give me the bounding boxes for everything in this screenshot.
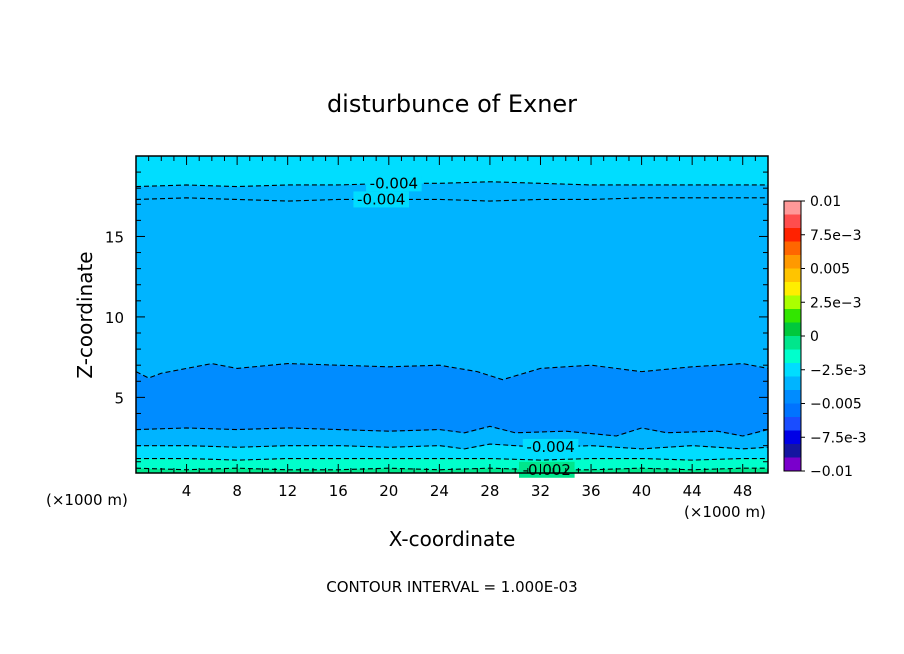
x-tick-label: 8 (232, 482, 242, 500)
contour-label-1: -0.004 (357, 190, 405, 208)
contour-label-6: -0.002 (523, 461, 571, 479)
y-tick-label: 15 (105, 228, 124, 246)
colorbar-swatch (784, 430, 801, 444)
colorbar-swatch (784, 336, 801, 350)
contour-fills (136, 156, 768, 473)
colorbar-tick-label: 0.01 (810, 194, 841, 210)
colorbar-swatch (784, 444, 801, 458)
x-tick-label: 40 (632, 482, 651, 500)
x-tick-label: 28 (480, 482, 499, 500)
x-tick-label: 48 (733, 482, 752, 500)
x-tick-label: 20 (379, 482, 398, 500)
colorbar-tick-label: −2.5e-3 (810, 363, 867, 379)
colorbar-tick-label: 0.005 (810, 262, 850, 278)
x-tick-label: 12 (278, 482, 297, 500)
x-tick-label: 32 (531, 482, 550, 500)
colorbar-tick-label: 2.5e−3 (810, 295, 862, 311)
contour-lines (136, 181, 768, 471)
colorbar-swatch (784, 457, 801, 471)
colorbar-tick-label: −0.005 (810, 397, 862, 413)
contour-interval-note: CONTOUR INTERVAL = 1.000E-03 (326, 578, 577, 596)
x-tick-label: 36 (581, 482, 600, 500)
contour-label-4: -0.004 (526, 438, 574, 456)
colorbar-swatch (784, 201, 801, 215)
contour-line-4 (136, 443, 768, 450)
colorbar-swatch (784, 241, 801, 255)
colorbar-swatch (784, 363, 801, 377)
colorbar-swatch (784, 295, 801, 309)
x-tick-label: 4 (182, 482, 192, 500)
colorbar-swatch (784, 403, 801, 417)
colorbar-swatch (784, 282, 801, 296)
chart-title: disturbunce of Exner (327, 90, 577, 118)
colorbar-swatch (784, 390, 801, 404)
colorbar-tick-label: 7.5e−3 (810, 228, 862, 244)
x-unit-right: (×1000 m) (684, 503, 766, 521)
y-tick-label: 5 (114, 389, 124, 407)
contour-line-2 (136, 363, 768, 381)
contour-band-5 (136, 197, 768, 380)
contour-label-bg-4 (522, 438, 579, 455)
x-tick-label: 44 (683, 482, 702, 500)
colorbar-swatch (784, 309, 801, 323)
colorbar: 0.01 7.5e−3 0.005 2.5e−3 0 −2.5e-3 −0.005 −7.5e… (783, 194, 867, 480)
contour-band-4 (136, 363, 768, 437)
colorbar-tick-label: −0.01 (810, 464, 853, 480)
x-axis-label: X-coordinate (389, 527, 516, 551)
contour-labels: -0.004-0.004-0.004-0.002 (353, 174, 579, 479)
contour-line-1 (136, 197, 768, 202)
contour-line-5 (136, 457, 768, 461)
y-axis-ticks: 5 10 15 (105, 171, 768, 463)
colorbar-swatch (784, 349, 801, 363)
colorbar-swatch (784, 376, 801, 390)
contour-label-bg-6 (519, 461, 575, 478)
colorbar-swatch (784, 322, 801, 336)
colorbar-swatch (784, 214, 801, 228)
y-axis-label: Z-coordinate (73, 251, 97, 378)
colorbar-tick-label: 0 (810, 329, 819, 345)
x-axis-ticks: 4 8 12 16 20 24 28 32 36 40 44 48 (148, 156, 756, 500)
contour-label-0: -0.004 (370, 174, 418, 192)
colorbar-swatch (784, 268, 801, 282)
colorbar-tick-label: −7.5e-3 (810, 430, 867, 446)
contour-label-bg-1 (353, 191, 410, 208)
contour-line-3 (136, 425, 768, 437)
x-tick-label: 16 (329, 482, 348, 500)
x-tick-label: 24 (430, 482, 449, 500)
colorbar-swatch (784, 417, 801, 431)
contour-line-0 (136, 181, 768, 188)
y-tick-label: 10 (105, 309, 124, 327)
colorbar-swatch (784, 255, 801, 269)
colorbar-swatch (784, 228, 801, 242)
contour-label-bg-0 (366, 175, 422, 192)
x-unit-left: (×1000 m) (46, 491, 128, 509)
